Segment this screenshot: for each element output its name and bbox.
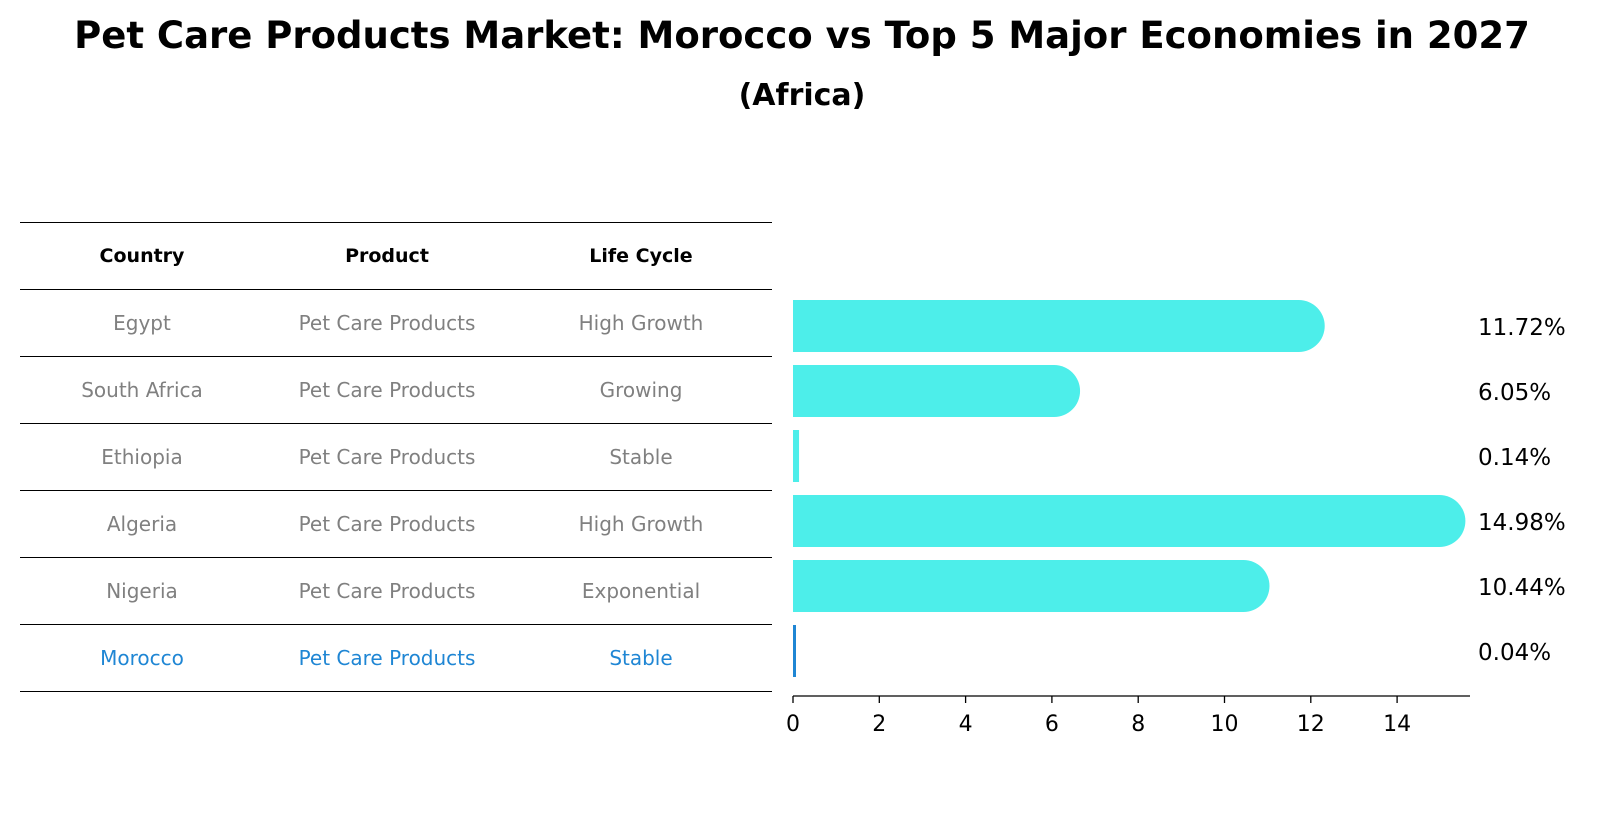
- cell-product: Pet Care Products: [264, 289, 510, 357]
- market-table: Country Product Life Cycle Egypt Pet Car…: [20, 222, 772, 692]
- x-tick-label: 10: [1211, 712, 1239, 737]
- table-row-highlighted: Morocco Pet Care Products Stable: [20, 624, 772, 692]
- header-life-cycle: Life Cycle: [510, 222, 772, 290]
- bar-morocco: [793, 625, 796, 677]
- x-tick-label: 8: [1131, 712, 1145, 737]
- table-row: Ethiopia Pet Care Products Stable: [20, 423, 772, 491]
- cell-life-cycle: High Growth: [510, 490, 772, 558]
- cell-country: Egypt: [20, 289, 264, 357]
- table-row: Egypt Pet Care Products High Growth: [20, 289, 772, 357]
- chart-subtitle: (Africa): [738, 78, 866, 113]
- cell-country: South Africa: [20, 356, 264, 424]
- table-row: Algeria Pet Care Products High Growth: [20, 490, 772, 558]
- x-tick-label: 12: [1297, 712, 1325, 737]
- x-tick-label: 0: [786, 712, 800, 737]
- cell-life-cycle: Stable: [510, 624, 772, 692]
- cell-product: Pet Care Products: [264, 490, 510, 558]
- bar-egypt: [793, 300, 1325, 352]
- cell-country: Ethiopia: [20, 423, 264, 491]
- cell-country: Nigeria: [20, 557, 264, 625]
- cell-product: Pet Care Products: [264, 557, 510, 625]
- x-tick-label: 6: [1045, 712, 1059, 737]
- cell-life-cycle: Stable: [510, 423, 772, 491]
- bar-algeria: [793, 495, 1466, 547]
- bar-south-africa: [793, 365, 1081, 417]
- value-label: 11.72%: [1478, 315, 1566, 341]
- value-label: 14.98%: [1478, 510, 1566, 536]
- x-tick-label: 2: [872, 712, 886, 737]
- bar-ethiopia: [793, 430, 800, 482]
- bar-nigeria: [793, 560, 1270, 612]
- cell-product: Pet Care Products: [264, 624, 510, 692]
- cell-country: Morocco: [20, 624, 264, 692]
- header-product: Product: [264, 222, 510, 290]
- value-label: 6.05%: [1478, 380, 1551, 406]
- cell-country: Algeria: [20, 490, 264, 558]
- value-label: 10.44%: [1478, 575, 1566, 601]
- table-header-row: Country Product Life Cycle: [20, 222, 772, 290]
- cell-life-cycle: High Growth: [510, 289, 772, 357]
- table-row: South Africa Pet Care Products Growing: [20, 356, 772, 424]
- cell-product: Pet Care Products: [264, 423, 510, 491]
- x-tick-label: 4: [959, 712, 973, 737]
- table-row: Nigeria Pet Care Products Exponential: [20, 557, 772, 625]
- cell-product: Pet Care Products: [264, 356, 510, 424]
- cell-life-cycle: Exponential: [510, 557, 772, 625]
- header-country: Country: [20, 222, 264, 290]
- chart-title: Pet Care Products Market: Morocco vs Top…: [74, 14, 1530, 57]
- value-label: 0.14%: [1478, 445, 1551, 471]
- cell-life-cycle: Growing: [510, 356, 772, 424]
- value-label: 0.04%: [1478, 640, 1551, 666]
- x-tick-label: 14: [1383, 712, 1411, 737]
